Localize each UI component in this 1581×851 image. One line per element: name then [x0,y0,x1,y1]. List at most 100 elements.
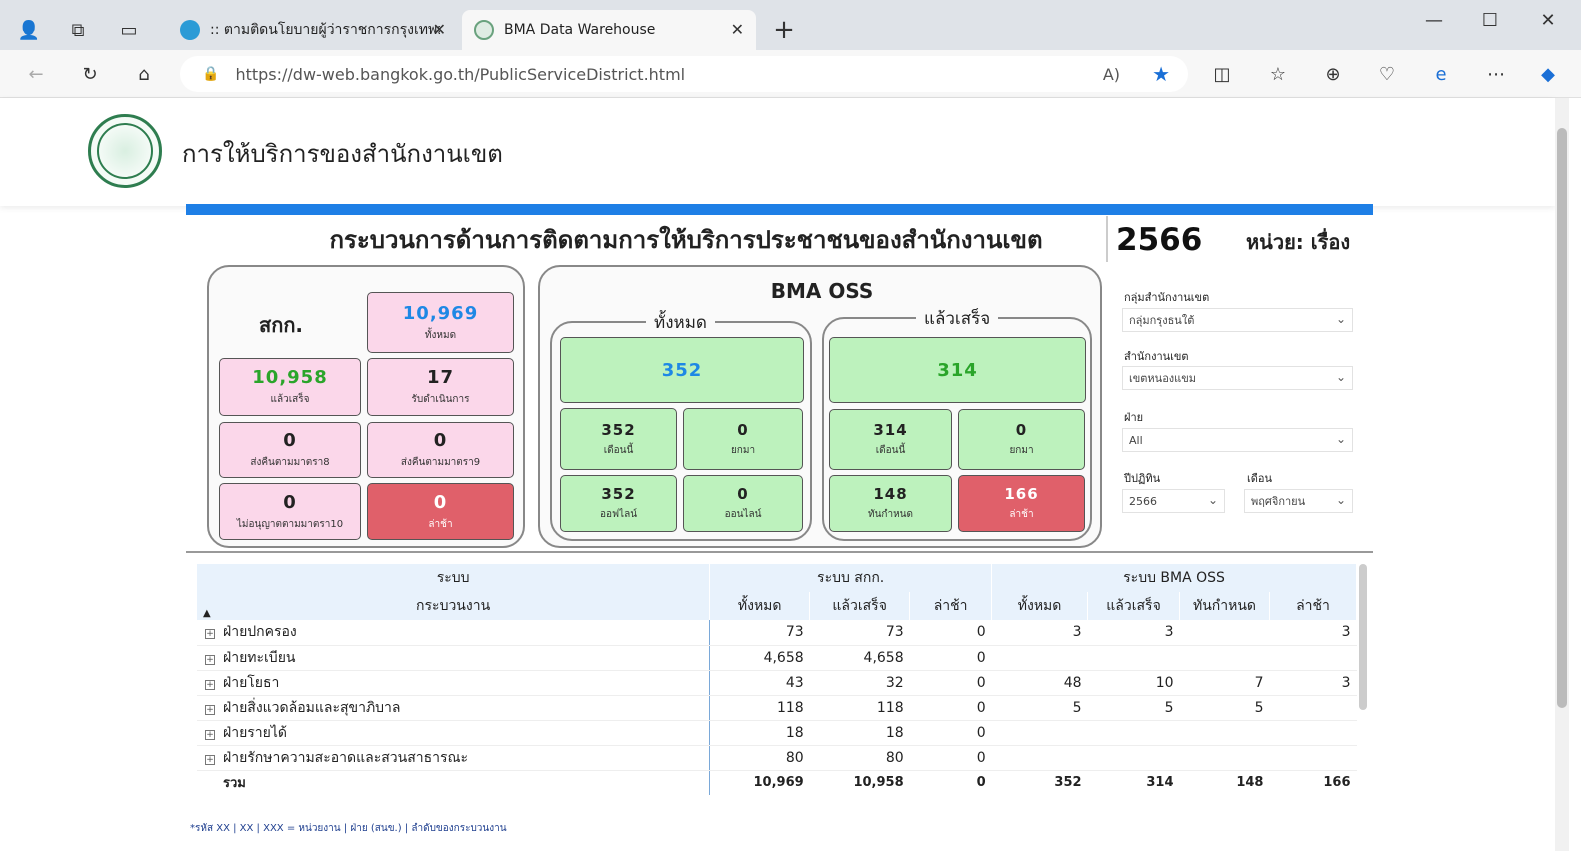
browser-essentials-icon[interactable]: ♡ [1378,63,1396,85]
table-cell: 0 [976,775,986,791]
address-bar[interactable]: 🔒 https://dw-web.bangkok.go.th/PublicSer… [180,56,1188,92]
oss-all-carry-card: 0 ยกมา [683,408,803,470]
skk-done-card: 10,958 แล้วเสร็จ [219,358,361,416]
chevron-down-icon: ⌄ [1335,493,1346,507]
ie-mode-icon[interactable]: e [1435,63,1447,85]
table-cell: 32 [809,670,910,696]
more-menu-icon[interactable]: ⋯ [1487,63,1505,85]
oss-done-carry-card: 0 ยกมา [958,409,1085,470]
table-cell [1179,745,1270,771]
site-title: การให้บริการของสำนักงานเขต [182,140,503,168]
sort-asc-icon[interactable]: ▲ [203,608,211,619]
col-header-oss-late[interactable]: ล่าช้า [1269,592,1358,620]
collections-add-icon[interactable]: ⊕ [1325,63,1341,85]
table-cell: 4,658 [809,645,910,671]
expand-icon[interactable]: + [205,654,215,665]
back-icon[interactable]: ← [28,63,44,85]
read-aloud-icon[interactable]: A) [1102,64,1120,84]
col-header-late[interactable]: ล่าช้า [909,592,993,620]
page-content: การให้บริการของสำนักงานเขต กระบวนการด้าน… [0,98,1581,851]
group-filter-label: กลุ่มสำนักงานเขต [1124,291,1210,304]
process-table: ระบบ ระบบ สกก. ระบบ BMA OSS กระบวนงาน ▲ … [197,564,1358,795]
table-cell: 3 [1087,620,1180,646]
oss-all-month-card: 352 เดือนนี้ [560,408,677,470]
year-select[interactable]: 2566 ⌄ [1122,489,1225,513]
split-screen-icon[interactable]: ◫ [1213,63,1231,85]
division-select[interactable]: All ⌄ [1122,428,1353,452]
table-cell: 80 [809,745,910,771]
bma-oss-panel: BMA OSS ทั้งหมด 352 352 เดือนนี้ 0 ยกมา 35… [538,265,1102,548]
tab-bma-data-warehouse[interactable]: BMA Data Warehouse ✕ [462,10,756,50]
close-window-icon[interactable]: ✕ [1540,9,1556,31]
lock-icon: 🔒 [202,66,220,82]
table-cell: 80 [709,745,810,771]
table-row[interactable]: + ฝ่ายสิ่งแวดล้อมและสุขาภิบาล 118 118 0 5 5 5 [197,695,1357,721]
table-cell: 3 [991,620,1088,646]
refresh-icon[interactable]: ↻ [82,63,98,85]
tab-bma-policy[interactable]: :: ตามติดนโยบายผู้ว่าราชการกรุงเทพมหานคร… [168,10,458,50]
table-cell [1087,745,1180,771]
table-row[interactable]: + ฝ่ายรักษาความสะอาดและสวนสาธารณะ 80 80 0 [197,745,1357,771]
expand-icon[interactable]: + [205,754,215,765]
expand-icon[interactable]: + [205,704,215,715]
group-header-system: ระบบ [197,564,711,592]
table-row[interactable]: + ฝ่ายทะเบียน 4,658 4,658 0 [197,645,1357,671]
close-tab-icon[interactable]: ✕ [730,20,744,39]
table-cell [1269,745,1357,771]
month-select[interactable]: พฤศจิกายน ⌄ [1244,489,1353,513]
vertical-tabs-icon[interactable]: ▭ [120,19,138,41]
group-select[interactable]: กลุ่มกรุงธนใต้ ⌄ [1122,308,1353,332]
table-cell: 352 [1054,775,1082,791]
process-name-cell: รวม [223,776,246,792]
col-header-oss-done[interactable]: แล้วเสร็จ [1087,592,1181,620]
collections-icon[interactable]: ⧉ [71,19,85,41]
table-cell: 5 [991,695,1088,721]
table-cell [991,745,1088,771]
profile-icon[interactable]: 👤 [17,19,41,41]
scroll-thumb[interactable] [1557,128,1567,708]
favorite-star-icon[interactable]: ★ [1152,62,1170,86]
bma-favicon-icon [180,20,200,40]
close-tab-icon[interactable]: ✕ [432,20,446,39]
expand-icon[interactable]: + [205,729,215,740]
favorites-icon[interactable]: ☆ [1269,63,1287,85]
skk-panel: สกก. 10,969 ทั้งหมด 10,958 แล้วเสร็จ 17 รับ… [207,265,525,548]
col-header-done[interactable]: แล้วเสร็จ [809,592,911,620]
minimize-icon[interactable]: — [1425,9,1443,31]
table-row[interactable]: + ฝ่ายรายได้ 18 18 0 [197,720,1357,746]
table-scrollbar[interactable] [1359,564,1367,710]
table-row[interactable]: + ฝ่ายปกครอง 73 73 0 3 3 3 [197,620,1357,646]
maximize-icon[interactable]: ☐ [1481,9,1499,31]
col-header-oss-total[interactable]: ทั้งหมด [991,592,1089,620]
table-row[interactable]: + ฝ่ายโยธา 43 32 0 48 10 7 3 [197,670,1357,696]
table-cell: 48 [991,670,1088,696]
table-cell: 0 [909,745,992,771]
skk-label: สกก. [259,313,304,337]
expand-icon[interactable]: + [205,679,215,690]
bma-seal-logo [88,114,162,188]
new-tab-button[interactable]: + [773,15,795,45]
browser-toolbar: ← ↻ ⌂ 🔒 https://dw-web.bangkok.go.th/Pub… [0,50,1581,98]
table-cell: 118 [809,695,910,721]
table-cell [1179,645,1270,671]
district-select[interactable]: เขตหนองแขม ⌄ [1122,366,1353,390]
col-header-oss-ontime[interactable]: ทันกำหนด [1179,592,1270,620]
bma-favicon-icon [474,20,494,40]
site-header: การให้บริการของสำนักงานเขต [0,98,1555,206]
oss-all-offline-card: 352 ออฟไลน์ [560,475,677,532]
table-cell [1269,720,1357,746]
copilot-icon[interactable]: ◆ [1541,63,1555,85]
home-icon[interactable]: ⌂ [138,63,150,85]
table-cell: 18 [809,720,910,746]
year-display: 2566 [1116,222,1203,258]
expand-icon[interactable]: + [205,629,215,640]
table-cell: 3 [1269,620,1357,646]
table-cell: 148 [1236,775,1264,791]
page-scrollbar[interactable] [1555,98,1569,851]
col-header-total[interactable]: ทั้งหมด [709,592,811,620]
col-header-process[interactable]: กระบวนงาน ▲ [197,592,711,620]
skk-return8-card: 0 ส่งคืนตามมาตรา8 [219,422,361,478]
table-cell: 10 [1087,670,1180,696]
skk-total-card: 10,969 ทั้งหมด [367,292,514,353]
table-cell [1087,645,1180,671]
